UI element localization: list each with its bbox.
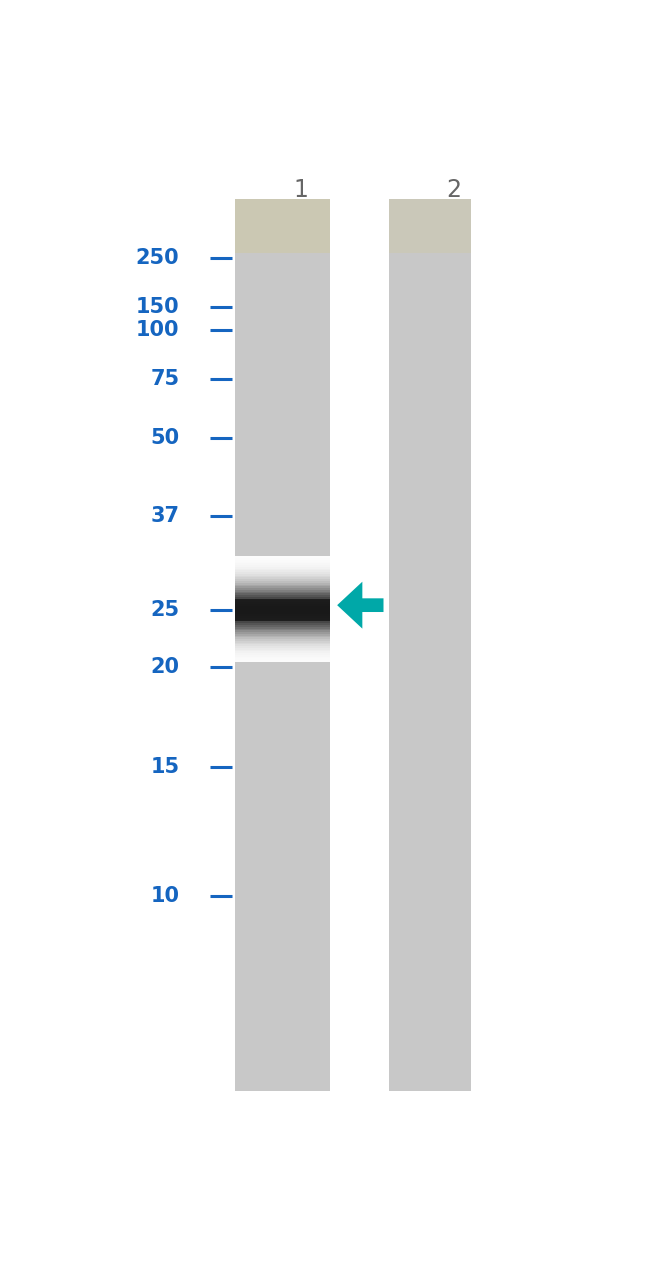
- Bar: [235, 652, 330, 653]
- Bar: [235, 599, 330, 621]
- Bar: [235, 598, 330, 601]
- Bar: [235, 584, 330, 587]
- Bar: [235, 569, 330, 570]
- Bar: [235, 660, 330, 662]
- Bar: [389, 199, 471, 253]
- Bar: [235, 641, 330, 643]
- Bar: [235, 630, 330, 632]
- Text: 100: 100: [136, 320, 179, 340]
- Bar: [235, 616, 330, 618]
- Bar: [235, 561, 330, 564]
- Text: 20: 20: [151, 657, 179, 677]
- Bar: [235, 621, 330, 624]
- Bar: [235, 627, 330, 629]
- Text: 75: 75: [150, 370, 179, 390]
- Bar: [235, 611, 330, 612]
- Bar: [235, 646, 330, 648]
- Bar: [235, 653, 330, 655]
- Text: 150: 150: [136, 297, 179, 318]
- Bar: [235, 643, 330, 644]
- Bar: [235, 620, 330, 621]
- Text: 1: 1: [293, 178, 308, 202]
- Bar: [235, 199, 330, 253]
- Text: 37: 37: [151, 507, 179, 526]
- Bar: [235, 556, 330, 558]
- Bar: [235, 580, 330, 583]
- Bar: [235, 587, 330, 588]
- Bar: [235, 601, 330, 602]
- Text: 10: 10: [151, 885, 179, 906]
- Bar: [235, 560, 330, 561]
- Bar: [235, 583, 330, 584]
- Bar: [235, 618, 330, 620]
- Text: 25: 25: [150, 599, 179, 620]
- Bar: [235, 625, 330, 627]
- Bar: [235, 597, 330, 598]
- Bar: [235, 658, 330, 660]
- Bar: [235, 605, 330, 606]
- Bar: [235, 570, 330, 573]
- Bar: [235, 566, 330, 569]
- Bar: [235, 588, 330, 589]
- Bar: [235, 589, 330, 592]
- Bar: [235, 624, 330, 625]
- Bar: [235, 639, 330, 641]
- Bar: [235, 199, 330, 1091]
- Bar: [235, 610, 330, 611]
- Bar: [235, 638, 330, 639]
- Bar: [235, 644, 330, 646]
- Bar: [235, 632, 330, 634]
- Bar: [235, 602, 330, 605]
- Bar: [235, 574, 330, 575]
- Bar: [235, 655, 330, 657]
- Bar: [235, 657, 330, 658]
- Bar: [235, 615, 330, 616]
- Bar: [235, 635, 330, 638]
- Bar: [235, 596, 330, 597]
- Bar: [235, 592, 330, 593]
- Bar: [235, 564, 330, 565]
- Bar: [235, 579, 330, 580]
- Text: 15: 15: [150, 757, 179, 776]
- Text: 50: 50: [150, 428, 179, 448]
- Bar: [235, 606, 330, 607]
- Bar: [235, 650, 330, 652]
- Text: 250: 250: [136, 248, 179, 268]
- Bar: [389, 199, 471, 1091]
- Bar: [235, 612, 330, 615]
- Bar: [235, 634, 330, 635]
- Bar: [235, 648, 330, 650]
- Bar: [235, 558, 330, 560]
- Bar: [235, 607, 330, 610]
- Bar: [235, 575, 330, 578]
- Bar: [235, 578, 330, 579]
- Bar: [235, 593, 330, 596]
- Text: 2: 2: [447, 178, 461, 202]
- FancyArrow shape: [337, 582, 384, 629]
- Bar: [235, 573, 330, 574]
- Bar: [235, 565, 330, 566]
- Bar: [235, 629, 330, 630]
